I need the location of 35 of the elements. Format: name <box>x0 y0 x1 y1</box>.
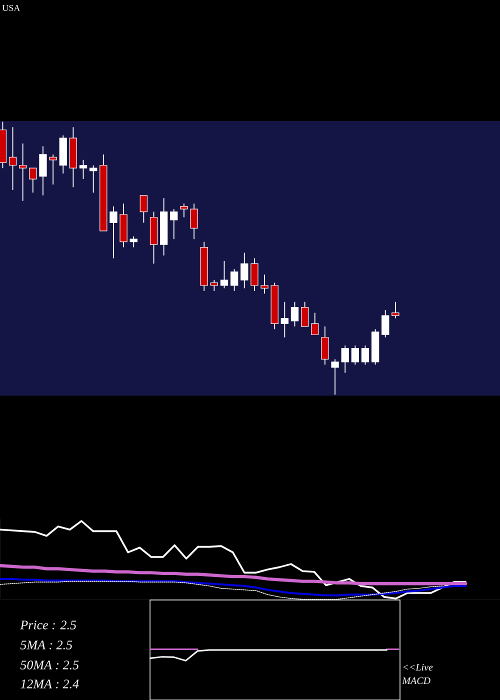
candlestick <box>382 310 390 338</box>
chart-title: USA <box>2 4 20 12</box>
candlestick <box>230 268 238 292</box>
candlestick <box>351 345 359 366</box>
candlestick <box>49 154 57 185</box>
candlestick <box>361 345 370 366</box>
candlestick <box>110 206 118 259</box>
candlestick <box>8 126 17 190</box>
text: 5MA : 2.5 <box>20 640 72 650</box>
candlestick <box>392 301 400 319</box>
candlestick <box>280 301 288 338</box>
candlestick <box>170 208 178 240</box>
candlestick <box>19 143 27 202</box>
candlestick <box>290 301 299 327</box>
candlestick <box>331 358 339 396</box>
candlestick <box>180 203 188 218</box>
candlestick <box>130 236 138 248</box>
text: Price : 2.5 <box>20 620 76 630</box>
candlestick <box>140 194 148 224</box>
candlestick <box>190 203 198 240</box>
candlestick <box>260 274 268 294</box>
text: <<Live MACD <box>402 664 433 684</box>
candlestick <box>240 252 248 289</box>
candlestick <box>300 301 309 327</box>
text: 12MA : 2.4 <box>20 680 79 688</box>
candlestick <box>311 312 319 336</box>
candlestick <box>341 345 349 374</box>
candlestick <box>321 326 329 366</box>
candlestick <box>210 280 218 292</box>
candlestick <box>39 146 47 196</box>
candlestick <box>220 260 228 289</box>
text: 50MA : 2.5 <box>20 660 79 670</box>
candlestick <box>79 159 88 180</box>
candlestick <box>250 258 258 292</box>
candlestick <box>29 168 37 194</box>
